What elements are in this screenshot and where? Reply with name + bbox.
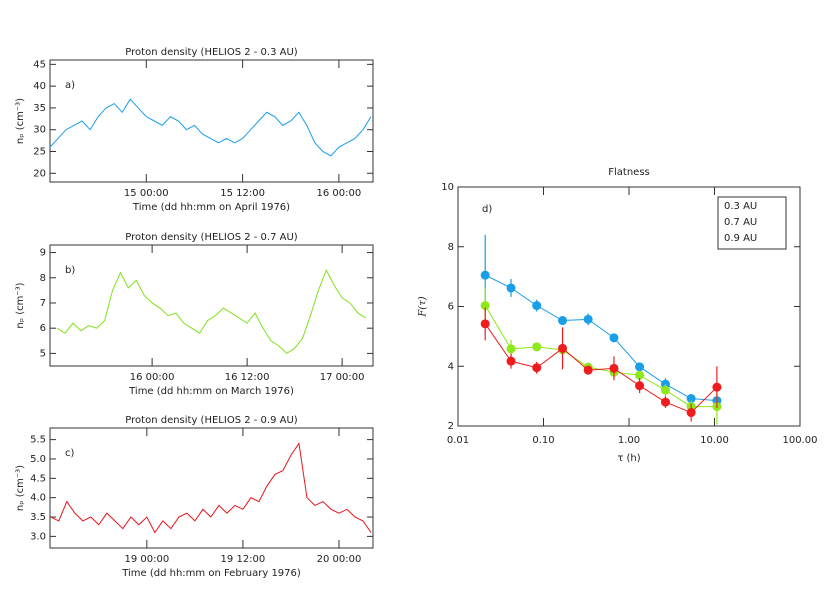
data-point	[583, 365, 593, 375]
x-tick-label: 0.01	[447, 435, 469, 446]
data-point	[480, 319, 490, 329]
data-point	[558, 343, 568, 353]
data-point	[635, 370, 645, 380]
data-point	[506, 283, 516, 293]
x-tick-label: 100.00	[783, 435, 818, 446]
data-line	[49, 98, 372, 157]
x-tick-label: 1.00	[618, 435, 640, 446]
x-tick-label: 15 00:00	[124, 188, 169, 199]
data-point	[660, 385, 670, 395]
data-point	[609, 363, 619, 373]
panel-label: b)	[65, 265, 75, 276]
panel-title: Proton density (HELIOS 2 - 0.9 AU)	[125, 415, 297, 426]
data-point	[609, 333, 619, 343]
y-tick-label: 30	[33, 125, 46, 136]
y-axis-label: F(τ)	[418, 296, 429, 317]
panel-title: Proton density (HELIOS 2 - 0.7 AU)	[125, 232, 297, 243]
legend-entry: 0.7 AU	[724, 217, 757, 228]
y-tick-label: 8	[448, 242, 454, 253]
data-point	[480, 270, 490, 280]
y-tick-label: 45	[33, 59, 46, 70]
legend-entry: 0.3 AU	[724, 201, 757, 212]
plot-frame	[49, 59, 374, 183]
data-line	[484, 274, 717, 402]
y-tick-label: 4	[448, 361, 454, 372]
y-tick-label: 9	[40, 248, 46, 259]
x-tick-label: 16 00:00	[317, 188, 362, 199]
data-line	[484, 305, 717, 408]
y-axis-label: nₚ (cm⁻³)	[15, 282, 26, 328]
y-tick-label: 4.0	[30, 493, 46, 504]
y-tick-label: 5.0	[30, 454, 46, 465]
panel-title: Proton density (HELIOS 2 - 0.3 AU)	[125, 47, 297, 58]
y-tick-label: 10	[441, 182, 454, 193]
y-tick-label: 40	[33, 81, 46, 92]
panel-label: c)	[65, 448, 74, 459]
data-point	[635, 362, 645, 372]
x-tick-label: 10.00	[700, 435, 729, 446]
legend-entry: 0.9 AU	[724, 233, 757, 244]
data-point	[532, 342, 542, 352]
x-tick-label: 16 00:00	[130, 372, 175, 383]
data-point	[712, 382, 722, 392]
panel-title: Flatness	[608, 167, 650, 178]
x-axis-label: τ (h)	[617, 453, 640, 464]
plot-frame	[49, 427, 374, 549]
y-tick-label: 5	[40, 348, 46, 359]
y-axis-label: nₚ (cm⁻³)	[15, 465, 26, 511]
data-point	[480, 301, 490, 311]
data-line	[50, 442, 372, 534]
y-tick-label: 3.0	[30, 531, 46, 542]
y-tick-label: 6	[40, 323, 46, 334]
panel-label: d)	[482, 204, 492, 215]
data-point	[532, 301, 542, 311]
y-tick-label: 4.5	[30, 473, 46, 484]
data-point	[583, 314, 593, 324]
data-point	[506, 356, 516, 366]
data-point	[660, 397, 670, 407]
y-tick-label: 8	[40, 273, 46, 284]
y-tick-label: 6	[448, 302, 454, 313]
data-line	[56, 269, 367, 355]
data-point	[686, 408, 696, 418]
y-tick-label: 25	[33, 147, 46, 158]
y-axis-label: nₚ (cm⁻³)	[15, 98, 26, 144]
x-tick-label: 17 00:00	[320, 372, 365, 383]
legend-box	[717, 196, 787, 250]
data-point	[506, 344, 516, 354]
x-tick-label: 16 12:00	[225, 372, 270, 383]
y-tick-label: 35	[33, 103, 46, 114]
x-tick-label: 19 12:00	[221, 554, 266, 565]
y-tick-label: 20	[33, 168, 46, 179]
x-tick-label: 0.10	[532, 435, 554, 446]
data-point	[558, 316, 568, 326]
y-tick-label: 2	[448, 421, 454, 432]
data-point	[686, 394, 696, 404]
x-tick-label: 15 12:00	[220, 188, 265, 199]
data-point	[635, 381, 645, 391]
y-tick-label: 7	[40, 298, 46, 309]
x-tick-label: 20 00:00	[317, 554, 362, 565]
y-tick-label: 3.5	[30, 512, 46, 523]
x-axis-label: Time (dd hh:mm on February 1976)	[121, 568, 301, 579]
x-tick-label: 19 00:00	[124, 554, 169, 565]
data-point	[532, 363, 542, 373]
x-axis-label: Time (dd hh:mm on March 1976)	[128, 386, 294, 397]
y-tick-label: 5.5	[30, 435, 46, 446]
data-line	[484, 323, 718, 414]
x-axis-label: Time (dd hh:mm on April 1976)	[132, 202, 290, 213]
panel-label: a)	[65, 80, 75, 91]
plot-frame	[49, 244, 374, 367]
